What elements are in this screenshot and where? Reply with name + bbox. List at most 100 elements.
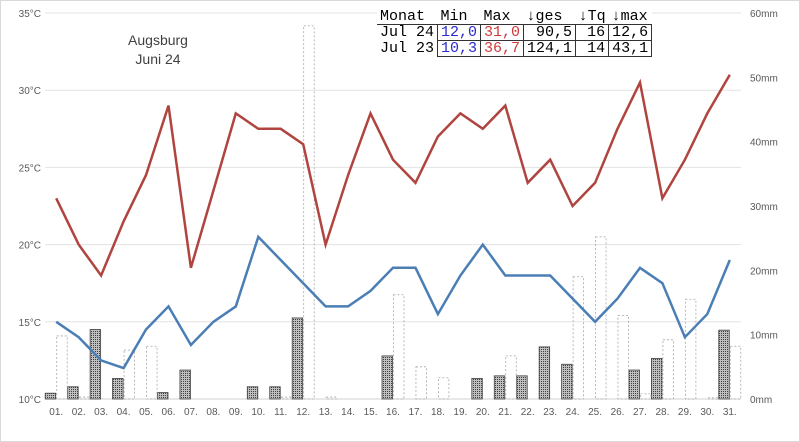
y-right-tick-label: 60mm xyxy=(750,9,778,20)
precip-bar-current xyxy=(718,329,730,400)
x-tick-label: 09. xyxy=(229,407,243,418)
cell-precip-max: 12,6 xyxy=(608,24,653,41)
cell-precip-days: 16 xyxy=(575,24,610,41)
y-left-tick-label: 15°C xyxy=(19,318,41,329)
precip-bar-current xyxy=(516,375,528,400)
x-tick-label: 31. xyxy=(723,407,737,418)
precip-bar-previous xyxy=(572,276,585,400)
x-tick-label: 08. xyxy=(206,407,220,418)
x-tick-label: 10. xyxy=(251,407,265,418)
y-left-tick-label: 10°C xyxy=(19,395,41,406)
x-tick-label: 02. xyxy=(72,407,86,418)
y-right-tick-label: 30mm xyxy=(750,202,778,213)
header-precip-days: ↓Tq xyxy=(575,9,609,25)
cell-max: 31,0 xyxy=(480,24,525,41)
cell-precip-total: 124,1 xyxy=(523,40,577,57)
x-tick-label: 11. xyxy=(274,407,287,418)
precip-bar-previous xyxy=(303,25,315,400)
x-tick-label: 19. xyxy=(453,407,467,418)
x-tick-label: 17. xyxy=(408,407,422,418)
cell-month: Jul 23 xyxy=(377,40,439,57)
x-tick-label: 14. xyxy=(341,407,355,418)
y-right-tick-label: 20mm xyxy=(750,266,778,277)
x-tick-label: 21. xyxy=(498,407,512,418)
y-right-tick-label: 40mm xyxy=(750,138,778,149)
cell-precip-max: 43,1 xyxy=(608,40,653,57)
precip-bar-current xyxy=(291,317,304,400)
x-tick-label: 12. xyxy=(296,407,310,418)
x-tick-label: 05. xyxy=(139,407,153,418)
x-tick-label: 18. xyxy=(431,407,445,418)
precip-bar-previous xyxy=(56,335,68,400)
x-tick-label: 24. xyxy=(566,407,580,418)
precip-bar-previous xyxy=(415,366,427,400)
precip-bar-previous xyxy=(729,345,742,400)
precip-bar-current xyxy=(67,386,79,400)
title-city: Augsburg xyxy=(128,32,188,48)
precip-bar-previous xyxy=(595,236,607,400)
precip-bar-current xyxy=(44,392,57,400)
x-tick-label: 23. xyxy=(543,407,557,418)
summary-header-row: Monat Min Max ↓ges ↓Tq ↓max xyxy=(377,9,652,25)
precip-bar-current xyxy=(112,378,124,400)
x-tick-label: 07. xyxy=(184,407,198,418)
precip-bar-previous xyxy=(123,349,135,400)
x-tick-label: 16. xyxy=(386,407,400,418)
precip-bar-current xyxy=(651,358,663,400)
min-temp-line xyxy=(55,234,731,370)
summary-table: Monat Min Max ↓ges ↓Tq ↓max Jul 24 12,0 … xyxy=(377,9,653,57)
cell-precip-days: 14 xyxy=(575,40,610,57)
x-tick-label: 30. xyxy=(700,407,714,418)
summary-row: Jul 24 12,0 31,0 90,5 16 12,6 xyxy=(377,24,653,41)
precip-bar-previous xyxy=(684,298,697,400)
header-precip-total: ↓ges xyxy=(523,9,576,25)
x-tick-label: 25. xyxy=(588,407,602,418)
precip-bar-previous xyxy=(505,355,517,400)
y-left-tick-label: 35°C xyxy=(19,9,41,20)
header-precip-max: ↓max xyxy=(608,9,652,25)
y-right-tick-label: 10mm xyxy=(750,331,778,342)
precip-bar-previous xyxy=(78,396,91,400)
precip-bar-current xyxy=(538,346,551,400)
cell-min: 12,0 xyxy=(437,24,482,41)
cell-month: Jul 24 xyxy=(377,24,439,41)
x-tick-label: 03. xyxy=(94,407,108,418)
header-month: Monat xyxy=(377,9,438,25)
cell-precip-total: 90,5 xyxy=(523,24,577,41)
precip-bar-previous xyxy=(280,396,293,400)
precip-bar-previous xyxy=(438,377,450,400)
precip-bar-previous xyxy=(325,396,338,400)
y-right-tick-label: 50mm xyxy=(750,73,778,84)
precip-bar-current xyxy=(493,375,506,400)
precip-bar-current xyxy=(89,329,102,400)
precip-bar-current xyxy=(157,392,169,400)
title-period: Juni 24 xyxy=(135,51,181,67)
x-tick-label: 29. xyxy=(678,407,692,418)
precip-bar-previous xyxy=(617,314,629,400)
precip-bar-current xyxy=(381,355,393,400)
x-tick-label: 13. xyxy=(319,407,333,418)
x-tick-label: 06. xyxy=(162,407,176,418)
precip-bar-previous xyxy=(640,393,652,400)
precip-bar-previous xyxy=(393,294,405,400)
x-tick-label: 26. xyxy=(611,407,625,418)
x-tick-label: 01. xyxy=(49,407,63,418)
header-min: Min xyxy=(437,9,481,25)
y-left-tick-label: 25°C xyxy=(19,163,41,174)
precip-bar-current xyxy=(561,363,573,400)
precip-bar-current xyxy=(269,386,281,400)
y-right-tick-label: 0mm xyxy=(750,395,772,406)
precip-bar-previous xyxy=(707,397,719,400)
x-tick-label: 20. xyxy=(476,407,490,418)
chart-title: Augsburg Juni 24 xyxy=(113,31,203,69)
x-tick-label: 04. xyxy=(117,407,131,418)
y-left-tick-label: 20°C xyxy=(19,241,41,252)
precip-bar-previous xyxy=(662,339,674,400)
cell-min: 10,3 xyxy=(437,40,482,57)
x-tick-label: 15. xyxy=(364,407,378,418)
cell-max: 36,7 xyxy=(480,40,525,57)
precip-bar-current xyxy=(246,386,259,400)
precip-bar-previous xyxy=(146,345,158,400)
